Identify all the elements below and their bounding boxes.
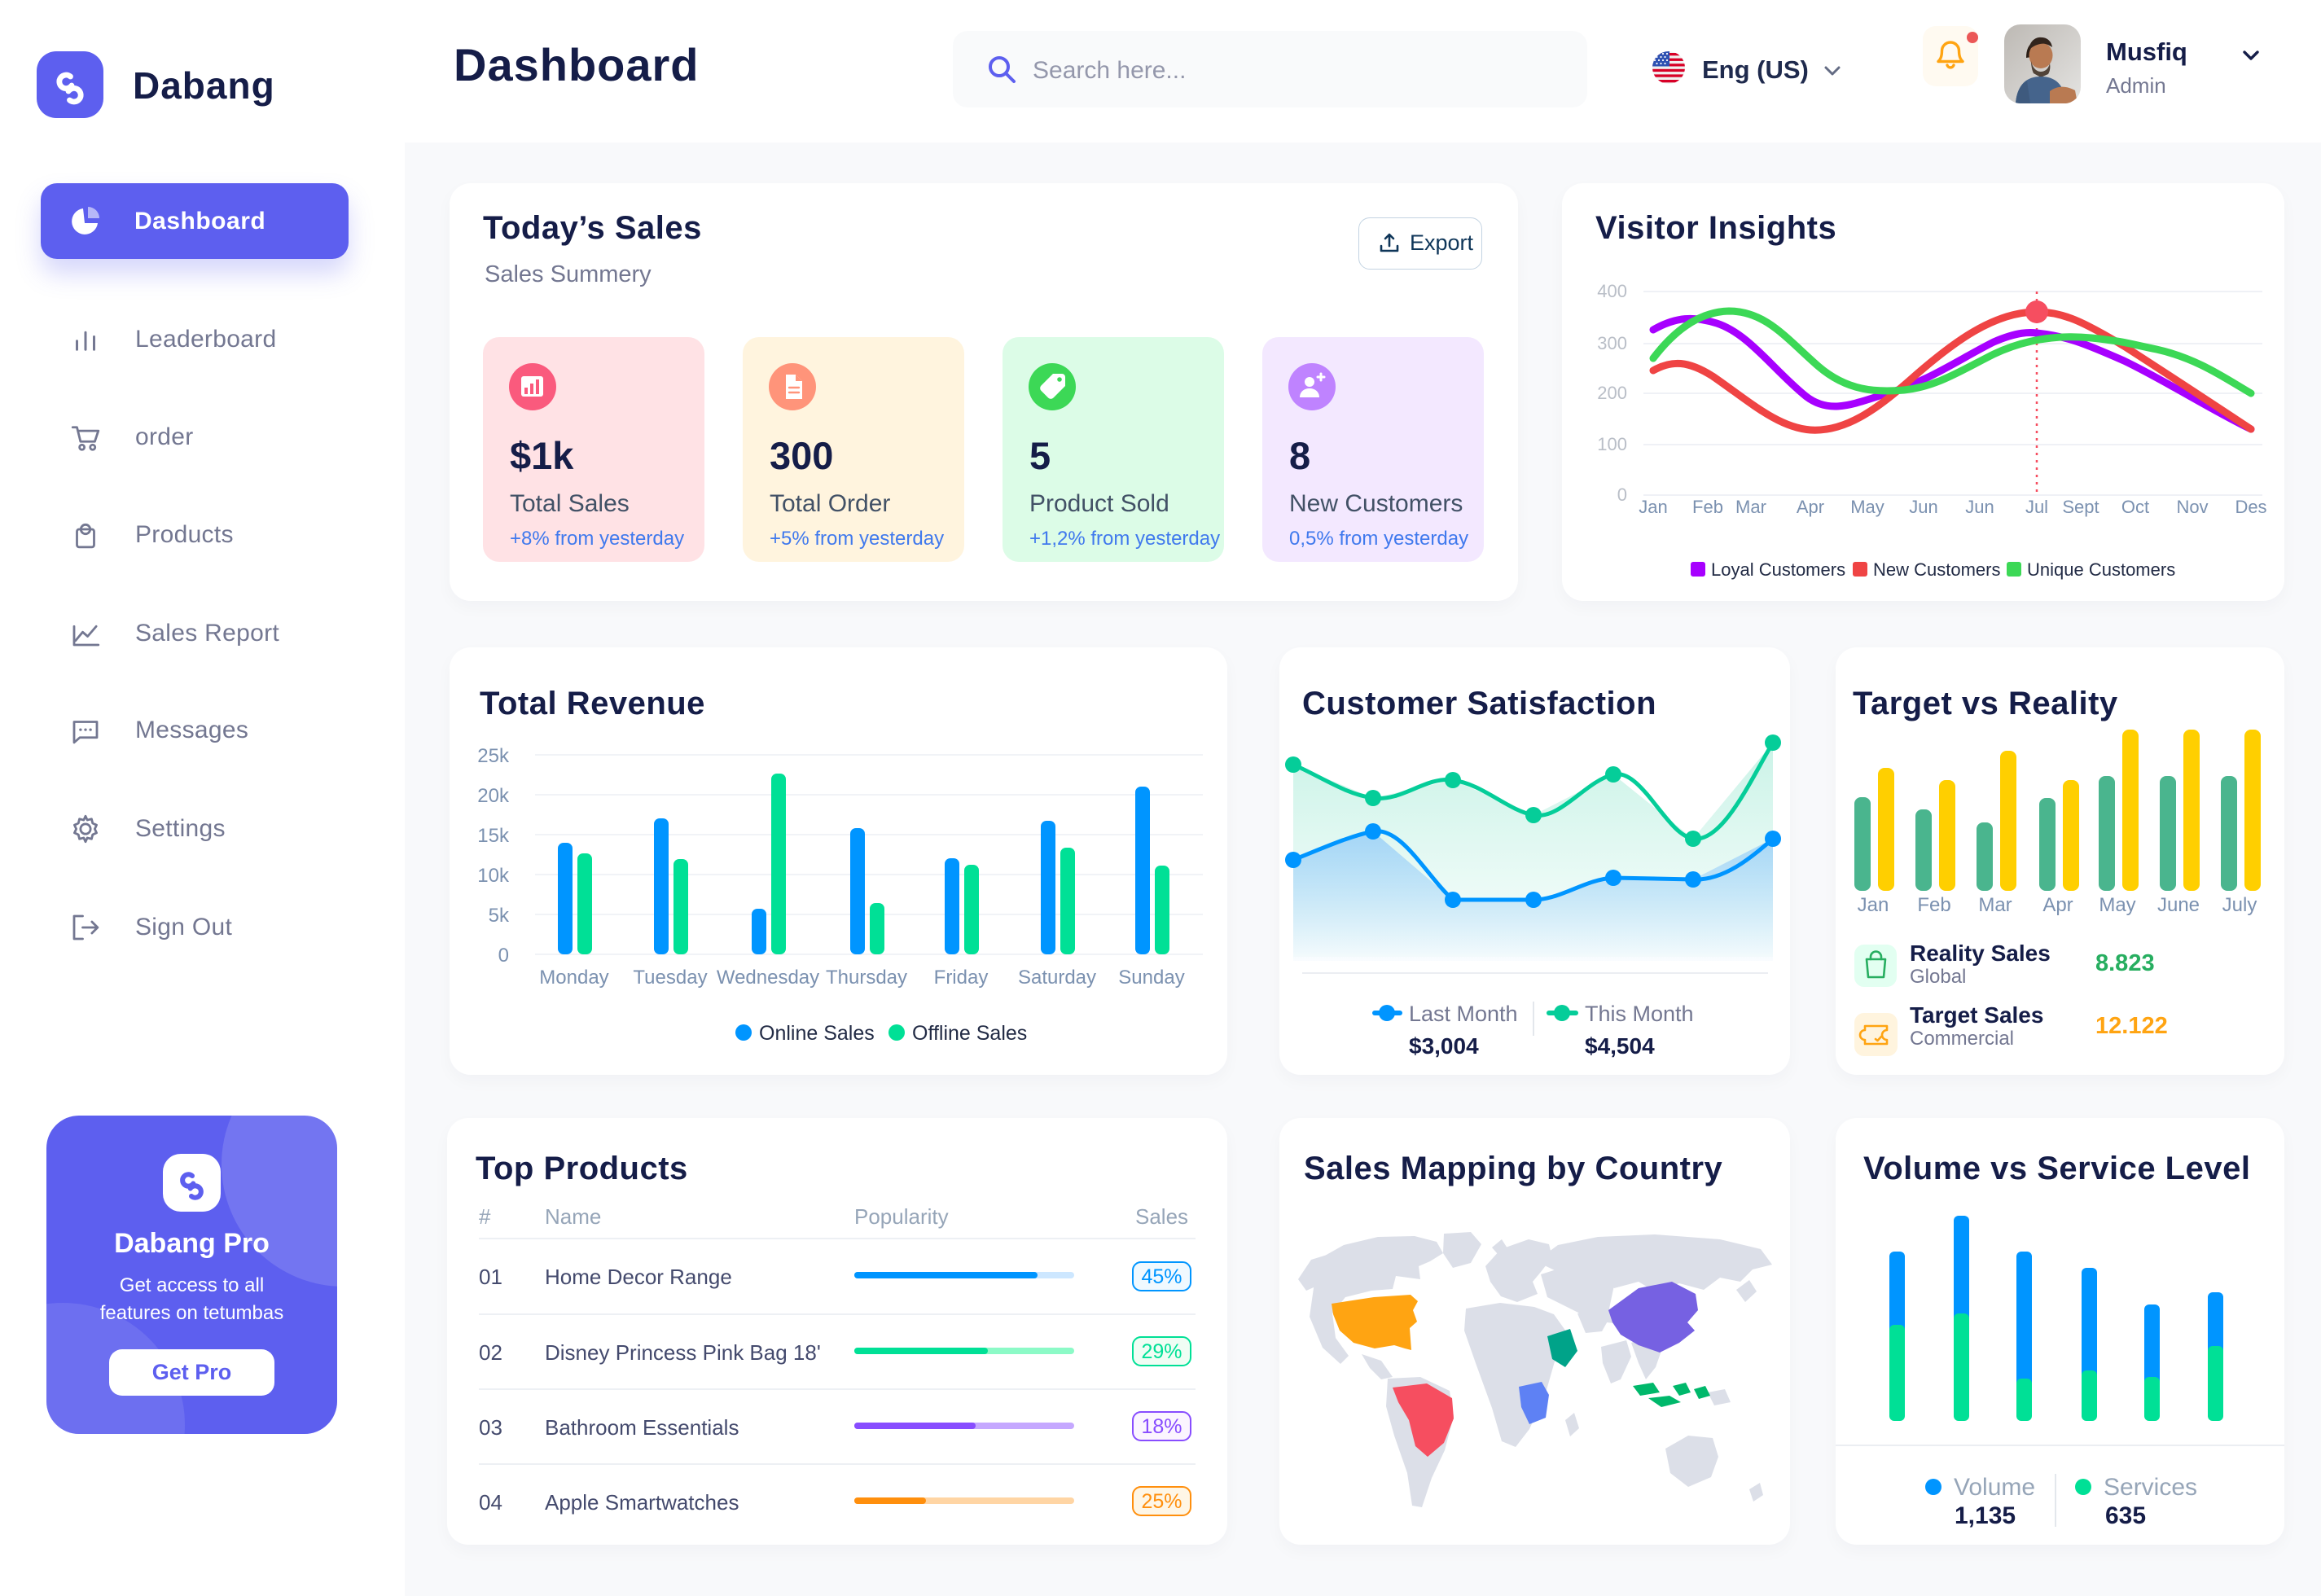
svg-text:Apr: Apr (1797, 497, 1824, 517)
svg-text:12.122: 12.122 (2095, 1013, 2168, 1039)
svg-text:20k: 20k (477, 785, 510, 807)
svg-text:Jun: Jun (1909, 497, 1937, 517)
svg-text:Feb: Feb (1692, 497, 1723, 517)
svg-text:635: 635 (2105, 1502, 2146, 1529)
svg-text:Des: Des (2235, 497, 2266, 517)
svg-text:Loyal Customers: Loyal Customers (1711, 559, 1845, 580)
svg-text:5k: 5k (489, 905, 510, 927)
svg-text:$4,504: $4,504 (1585, 1033, 1655, 1059)
svg-text:July: July (2222, 894, 2257, 916)
svg-text:This Month: This Month (1585, 1002, 1694, 1026)
svg-text:Oct: Oct (2121, 497, 2149, 517)
svg-text:Tuesday: Tuesday (633, 967, 707, 989)
svg-text:Feb: Feb (1917, 894, 1950, 916)
svg-text:Mar: Mar (1978, 894, 2012, 916)
svg-text:1,135: 1,135 (1955, 1502, 2016, 1529)
svg-text:400: 400 (1597, 281, 1627, 301)
svg-text:Nov: Nov (2176, 497, 2208, 517)
svg-text:100: 100 (1597, 434, 1627, 454)
svg-text:Services: Services (2104, 1474, 2197, 1501)
svg-text:Jan: Jan (1858, 894, 1889, 916)
svg-text:200: 200 (1597, 383, 1627, 403)
svg-text:Apr: Apr (2042, 894, 2073, 916)
svg-text:Commercial: Commercial (1910, 1028, 2014, 1050)
svg-text:Thursday: Thursday (826, 967, 907, 989)
svg-text:10k: 10k (477, 865, 510, 887)
svg-text:Jan: Jan (1639, 497, 1667, 517)
svg-text:Jun: Jun (1965, 497, 1994, 517)
svg-text:Friday: Friday (934, 967, 989, 989)
svg-text:25k: 25k (477, 745, 510, 767)
svg-text:8.823: 8.823 (2095, 950, 2155, 976)
svg-text:Wednesday: Wednesday (717, 967, 819, 989)
svg-text:0: 0 (1617, 484, 1627, 505)
svg-text:Jul: Jul (2025, 497, 2048, 517)
svg-text:Online Sales: Online Sales (759, 1022, 875, 1045)
svg-text:Sunday: Sunday (1118, 967, 1184, 989)
svg-text:$3,004: $3,004 (1409, 1033, 1479, 1059)
svg-text:300: 300 (1597, 333, 1627, 353)
svg-text:Saturday: Saturday (1018, 967, 1096, 989)
svg-text:Mar: Mar (1735, 497, 1766, 517)
svg-text:New Customers: New Customers (1873, 559, 2000, 580)
svg-text:Offline Sales: Offline Sales (912, 1022, 1027, 1045)
svg-text:Unique Customers: Unique Customers (2027, 559, 2175, 580)
svg-text:Volume: Volume (1954, 1474, 2035, 1501)
svg-text:Monday: Monday (539, 967, 608, 989)
svg-text:Reality Sales: Reality Sales (1910, 940, 2051, 966)
svg-text:Last Month: Last Month (1409, 1002, 1518, 1026)
svg-text:Global: Global (1910, 966, 1966, 988)
svg-text:May: May (2099, 894, 2135, 916)
svg-text:Sept: Sept (2062, 497, 2099, 517)
svg-text:0: 0 (498, 945, 509, 967)
svg-text:May: May (1850, 497, 1884, 517)
svg-text:15k: 15k (477, 825, 510, 847)
svg-text:June: June (2157, 894, 2200, 916)
svg-text:Target Sales: Target Sales (1910, 1002, 2043, 1028)
